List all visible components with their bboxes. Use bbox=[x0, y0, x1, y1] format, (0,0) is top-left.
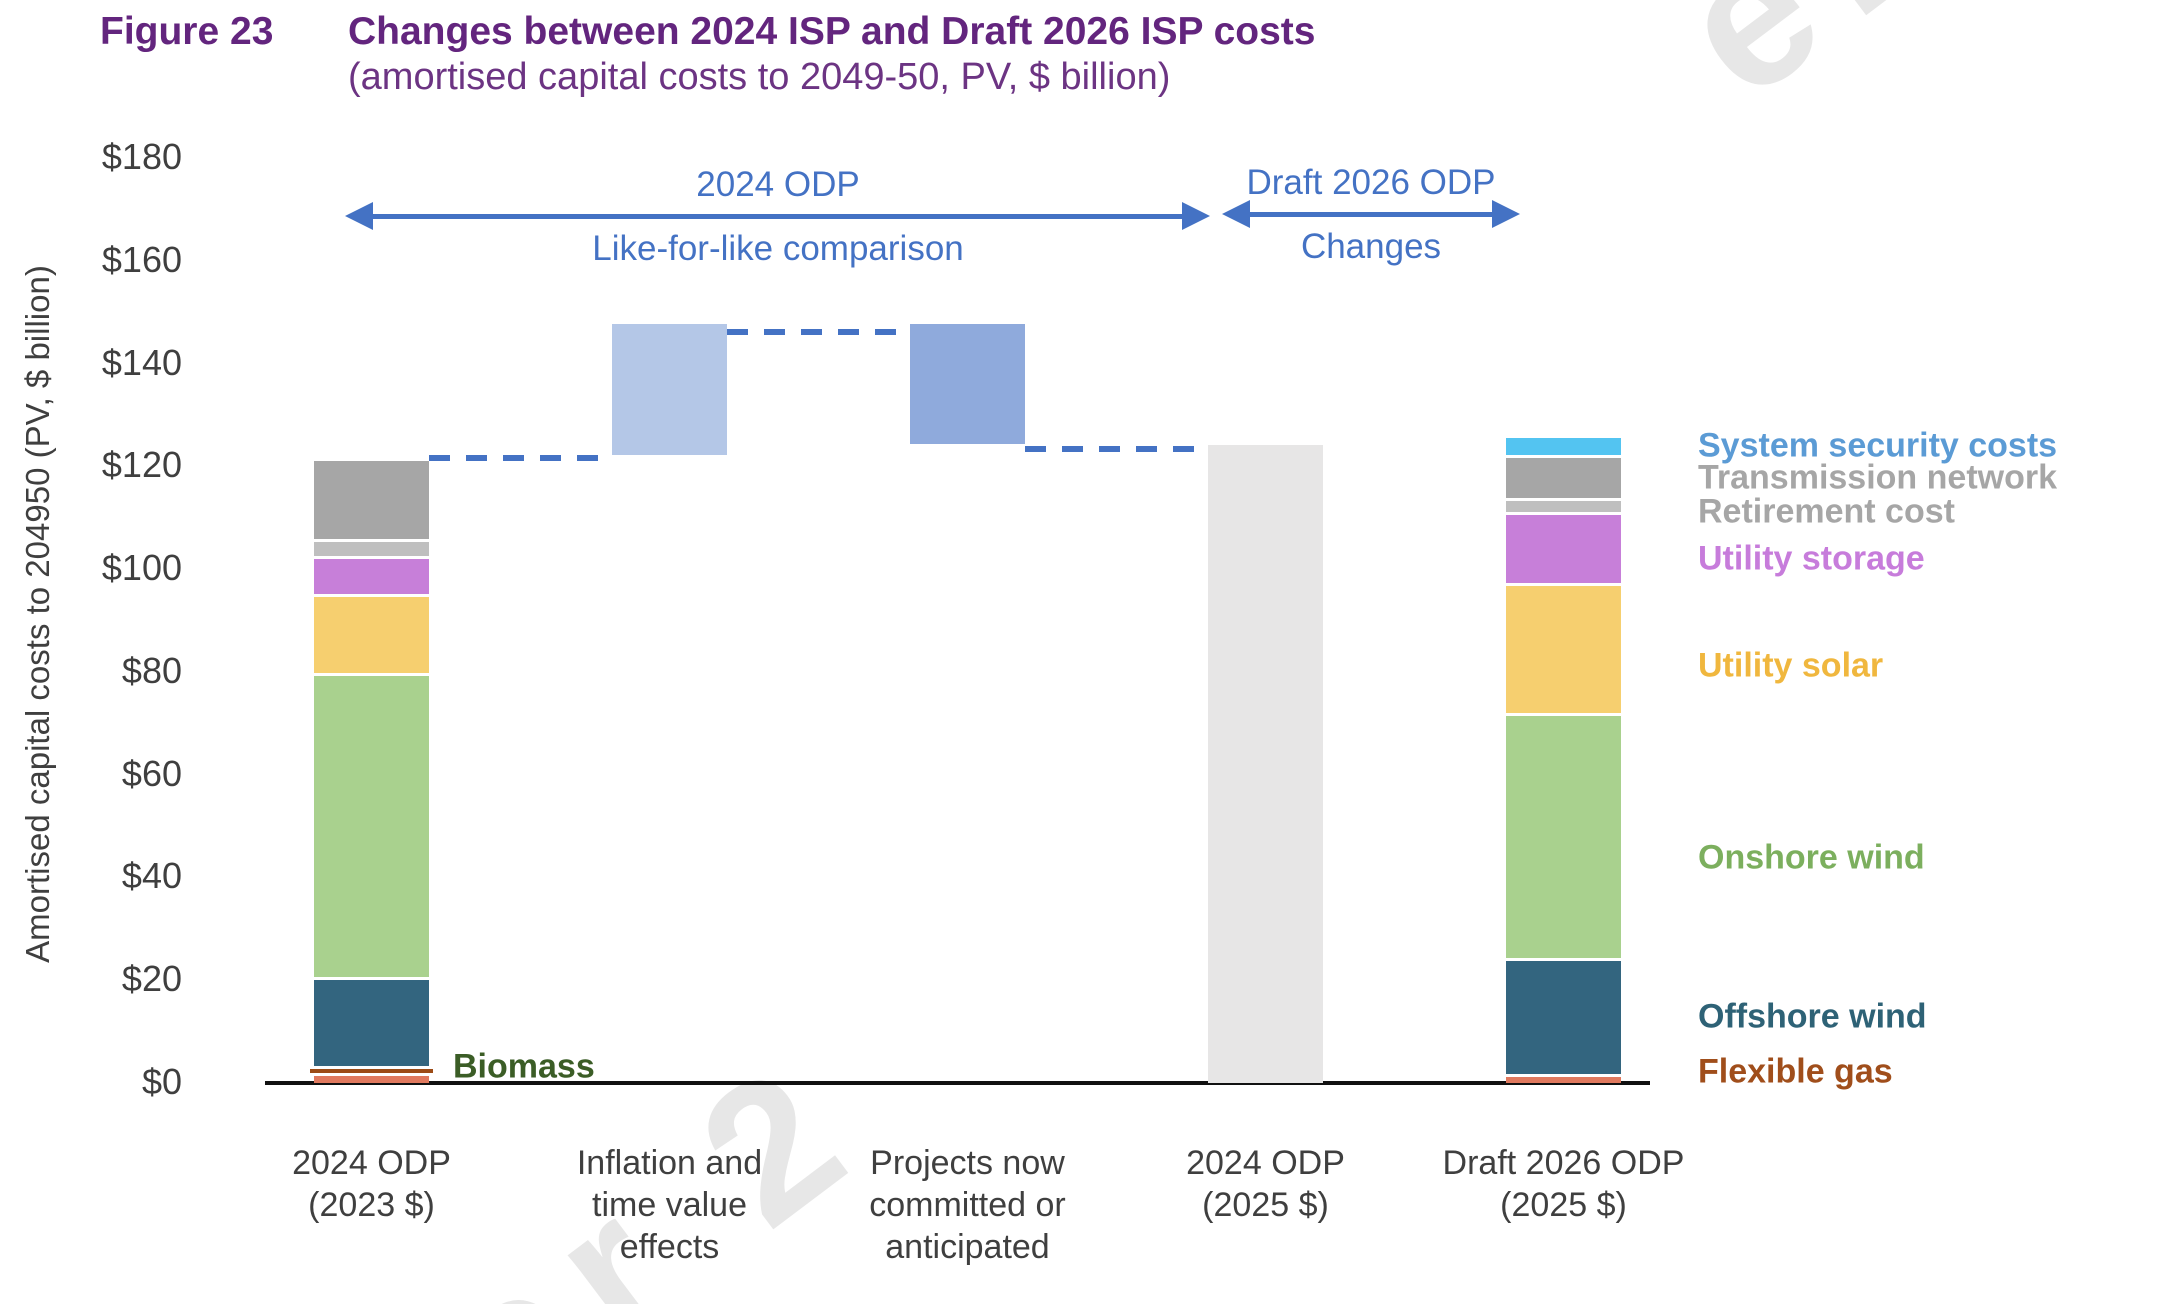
bar-segment-utility-solar bbox=[1506, 585, 1621, 713]
y-axis-tick-label: $180 bbox=[101, 135, 182, 177]
waterfall-connector-dashed-line bbox=[1025, 445, 1208, 452]
figure-label: Figure 23 bbox=[100, 10, 274, 53]
bar-segment-onshore-wind bbox=[1506, 715, 1621, 958]
bar-segment-utility-storage bbox=[1506, 515, 1621, 583]
bar-segment-offshore-wind bbox=[1506, 960, 1621, 1075]
x-category-label-line: 2024 ODP bbox=[292, 1144, 451, 1182]
x-category-label: Draft 2026 ODP (2025 $) bbox=[1344, 1142, 1784, 1226]
floating-bar bbox=[612, 324, 727, 455]
span-arrow-right-head bbox=[1492, 200, 1520, 228]
bar-segment-retirement-cost bbox=[314, 541, 429, 557]
bar-segment-transmission-network bbox=[1506, 458, 1621, 499]
legend-item-flexible-gas: Flexible gas bbox=[1698, 1052, 1893, 1091]
span-arrow-label-top: 2024 ODP bbox=[696, 165, 860, 204]
waterfall-connector-dashed-line bbox=[429, 455, 612, 461]
legend-item-retirement-cost: Retirement cost bbox=[1698, 492, 1955, 531]
figure-subtitle: (amortised capital costs to 2049-50, PV,… bbox=[348, 56, 1171, 98]
span-arrow-line bbox=[369, 214, 1186, 219]
legend-item-transmission-network: Transmission network bbox=[1698, 458, 2057, 497]
bar-segment-retirement-cost bbox=[1506, 501, 1621, 513]
x-category-label-line: time value bbox=[592, 1186, 747, 1224]
span-arrow-left-head bbox=[345, 202, 373, 230]
x-category-label-line: Projects now bbox=[870, 1144, 1065, 1182]
x-axis-line bbox=[265, 1081, 1650, 1085]
x-category-label-line: (2025 $) bbox=[1202, 1186, 1329, 1224]
span-arrow-right-head bbox=[1182, 202, 1210, 230]
bar-segment-utility-storage bbox=[314, 559, 429, 595]
x-category-label-line: committed or bbox=[869, 1186, 1066, 1224]
waterfall-connector-dashed-line bbox=[727, 329, 910, 336]
bar-segment-flexible-gas bbox=[1506, 1077, 1621, 1083]
y-axis-tick-label: $0 bbox=[141, 1061, 182, 1102]
x-category-label-line: (2023 $) bbox=[308, 1186, 435, 1224]
x-category-label: Inflation and time value effects bbox=[450, 1142, 890, 1268]
span-arrow-label-bottom: Changes bbox=[1300, 227, 1442, 266]
y-axis-tick-label: $80 bbox=[121, 649, 182, 691]
x-category-label-line: anticipated bbox=[885, 1228, 1050, 1266]
y-axis-tick-label: $20 bbox=[121, 958, 182, 1000]
figure-title: Changes between 2024 ISP and Draft 2026 … bbox=[348, 10, 1316, 53]
legend-item-utility-solar: Utility solar bbox=[1698, 646, 1884, 685]
y-axis-tick-label: $60 bbox=[121, 752, 182, 794]
y-axis-tick-label: $40 bbox=[121, 855, 182, 897]
floating-bar bbox=[910, 324, 1025, 445]
legend-item-onshore-wind: Onshore wind bbox=[1698, 838, 1925, 877]
span-arrow-left-head bbox=[1222, 200, 1250, 228]
y-axis-title: Amortised capital costs to 204950 (PV, $… bbox=[19, 265, 56, 963]
bar-segment-transmission-network bbox=[314, 461, 429, 539]
legend-item-biomass: Biomass bbox=[453, 1047, 595, 1086]
y-axis-tick-label: $160 bbox=[101, 238, 182, 280]
bar-segment-offshore-wind bbox=[314, 980, 429, 1066]
x-category-label-line: Inflation and bbox=[576, 1144, 763, 1182]
x-category-label-line: Draft 2026 ODP bbox=[1442, 1144, 1685, 1182]
x-category-label-line: 2024 ODP bbox=[1186, 1144, 1345, 1182]
y-axis-tick-label: $100 bbox=[101, 547, 182, 589]
x-category-label: Projects now committed or anticipated bbox=[748, 1142, 1188, 1268]
x-category-label: 2024 ODP (2023 $) bbox=[152, 1142, 592, 1226]
bar-segment-system-security-costs bbox=[1506, 437, 1621, 455]
legend-item-offshore-wind: Offshore wind bbox=[1698, 997, 1927, 1036]
x-category-label-line: (2025 $) bbox=[1500, 1186, 1627, 1224]
legend-item-system-security-costs: System security costs bbox=[1698, 426, 2058, 465]
bar-segment-utility-solar bbox=[314, 597, 429, 673]
bar-segment-flexible-gas bbox=[314, 1075, 429, 1083]
span-arrow-label-bottom: Like-for-like comparison bbox=[592, 229, 964, 268]
y-axis-tick-label: $140 bbox=[101, 341, 182, 383]
x-category-label: 2024 ODP (2025 $) bbox=[1046, 1142, 1486, 1226]
x-category-label-line: effects bbox=[619, 1228, 720, 1266]
span-arrow-label-top: Draft 2026 ODP bbox=[1246, 163, 1496, 202]
bar-segment-biomass bbox=[310, 1068, 433, 1073]
total-bar bbox=[1208, 445, 1323, 1083]
bar-segment-onshore-wind bbox=[314, 675, 429, 978]
y-axis-tick-label: $120 bbox=[101, 444, 182, 486]
legend-item-utility-storage: Utility storage bbox=[1698, 539, 1925, 578]
span-arrow-line bbox=[1246, 212, 1496, 217]
